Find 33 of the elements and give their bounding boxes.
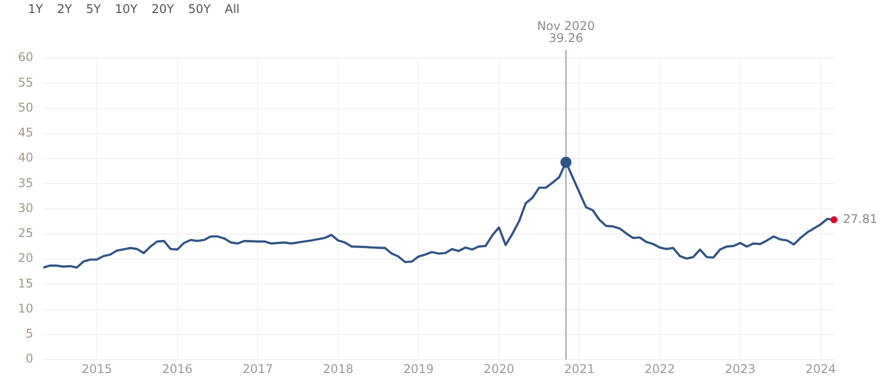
y-tick-label: 60 bbox=[18, 50, 34, 64]
ref-line-label: Nov 2020 bbox=[537, 19, 595, 34]
text: 5Y bbox=[86, 2, 101, 18]
x-tick-label: 2015 bbox=[82, 362, 112, 376]
text: 2Y bbox=[56, 2, 72, 18]
x-tick-label: 2019 bbox=[403, 362, 434, 376]
text: 50Y bbox=[188, 2, 211, 18]
x-tick-label: 2020 bbox=[484, 362, 514, 376]
x-tick-label: 2023 bbox=[724, 362, 756, 376]
x-tick-label: 2024 bbox=[805, 362, 836, 376]
y-tick-label: 35 bbox=[18, 176, 34, 190]
y-tick-label: 15 bbox=[18, 276, 34, 290]
y-tick-label: 45 bbox=[18, 126, 34, 140]
text: 39.26 bbox=[548, 31, 584, 46]
x-tick-label: 2018 bbox=[322, 362, 354, 376]
y-tick-label: 20 bbox=[18, 251, 34, 266]
text: 10Y bbox=[114, 2, 138, 18]
x-tick-label: 2017 bbox=[242, 362, 273, 376]
x-tick-label: 2021 bbox=[564, 362, 595, 376]
y-tick-label: 30 bbox=[18, 200, 34, 215]
y-tick-label: 10 bbox=[18, 301, 34, 316]
y-tick-label: 25 bbox=[18, 226, 34, 240]
text: 20Y bbox=[152, 2, 174, 18]
text: 1Y bbox=[28, 2, 43, 18]
y-tick-label: 55 bbox=[18, 75, 34, 90]
y-tick-label: 50 bbox=[18, 100, 34, 114]
data-label: 27.81 bbox=[843, 212, 878, 226]
y-tick-label: 0 bbox=[26, 352, 34, 366]
y-tick-label: 5 bbox=[26, 326, 34, 341]
x-tick-label: 2022 bbox=[644, 362, 676, 376]
y-tick-label: 40 bbox=[18, 150, 34, 165]
x-tick-label: 2016 bbox=[162, 362, 193, 376]
text: All bbox=[224, 2, 240, 18]
